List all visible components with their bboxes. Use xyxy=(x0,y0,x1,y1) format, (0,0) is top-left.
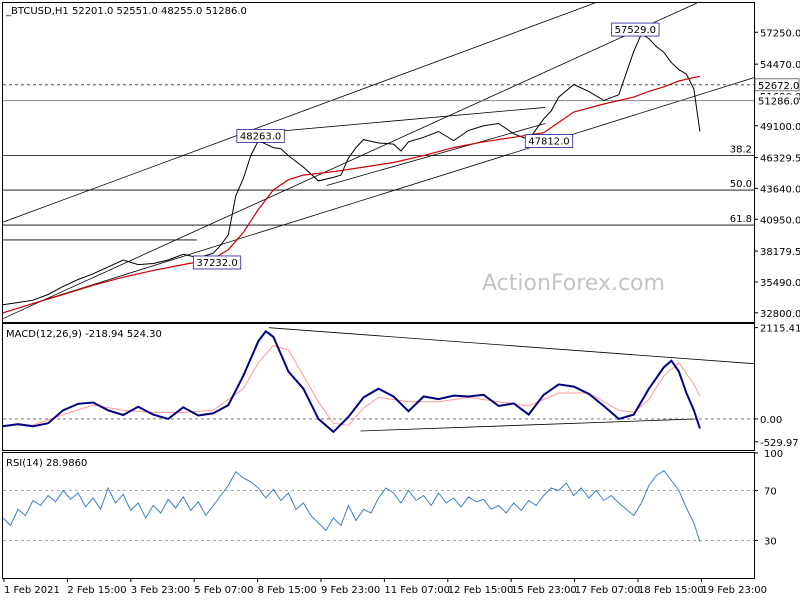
macd-line xyxy=(2,329,701,434)
price-trendlines xyxy=(2,2,755,319)
fib-level-label: 50.0 xyxy=(730,179,752,190)
macd-y-axis: 2115.41 0.00 -529.97 xyxy=(754,324,800,449)
x-tick-label: 17 Feb 07:00 xyxy=(575,585,641,596)
rsi-series xyxy=(2,469,701,542)
moving-average-line xyxy=(2,75,701,314)
x-tick-label: 11 Feb 07:00 xyxy=(384,585,450,596)
price-label-box xyxy=(755,94,799,107)
rsi-tick-label: 100 xyxy=(764,449,783,460)
x-tick-label: 8 Feb 15:00 xyxy=(258,585,317,596)
x-tick-label: 12 Feb 15:00 xyxy=(448,585,514,596)
y-tick-label: 38179.5 xyxy=(760,247,800,258)
y-tick-label: 43640.0 xyxy=(760,184,800,195)
fib-level-label: 38.2 xyxy=(730,145,752,156)
x-tick-label: 9 Feb 23:00 xyxy=(321,585,380,596)
x-tick-label: 19 Feb 23:00 xyxy=(701,585,767,596)
macd-trendlines xyxy=(3,327,755,432)
x-tick-label: 15 Feb 23:00 xyxy=(511,585,577,596)
macd-tick-label: -529.97 xyxy=(760,438,799,449)
rsi-reference-lines xyxy=(3,490,754,541)
y-tick-label: 49100.0 xyxy=(760,122,800,133)
rsi-tick-label: 30 xyxy=(764,537,777,548)
price-panel-frame xyxy=(2,2,755,323)
price-annotations: 57529.0 48263.0 47812.0 37232.0 xyxy=(192,22,660,270)
trendline xyxy=(268,107,546,133)
rsi-line xyxy=(2,469,701,542)
x-tick-label: 18 Feb 15:00 xyxy=(638,585,704,596)
price-annotation-label: 48263.0 xyxy=(240,131,281,142)
price-line xyxy=(2,33,701,306)
watermark: ActionForex.com xyxy=(482,271,665,296)
macd-panel-frame xyxy=(2,323,755,451)
price-label-box xyxy=(754,78,800,92)
price-series xyxy=(2,33,701,314)
price-annotation-box xyxy=(192,255,242,270)
macd-tick-label: 0.00 xyxy=(760,415,782,426)
macd-trendline xyxy=(268,327,755,365)
price-annotation-label: 37232.0 xyxy=(196,258,237,269)
price-annotation-box xyxy=(524,134,574,148)
rsi-panel-frame xyxy=(2,452,755,579)
macd-trendline xyxy=(360,418,697,432)
x-tick-label: 5 Feb 07:00 xyxy=(194,585,253,596)
x-tick-label: 2 Feb 15:00 xyxy=(67,585,126,596)
rsi-panel-title: RSI(14) 28.9860 xyxy=(6,458,87,469)
rsi-y-axis: 100 70 30 xyxy=(754,449,783,548)
price-annotation-box xyxy=(611,22,660,37)
fib-level-lines: 38.2 50.0 61.8 xyxy=(3,145,754,226)
price-panel-title: _BTCUSD,H1 52201.0 52551.0 48255.0 51286… xyxy=(5,6,247,17)
y-tick-label: 35490.0 xyxy=(760,278,800,289)
rsi-tick-label: 70 xyxy=(764,487,777,498)
macd-panel-title: MACD(12,26,9) -218.94 524.30 xyxy=(6,329,162,340)
price-label: 52672.0 xyxy=(758,81,799,92)
trendline xyxy=(2,2,595,223)
x-tick-label: 3 Feb 23:00 xyxy=(131,585,190,596)
trendline xyxy=(2,77,755,314)
y-tick-label: 54470.0 xyxy=(760,60,800,71)
macd-series xyxy=(2,329,701,434)
time-x-axis: 1 Feb 2021 2 Feb 15:00 3 Feb 23:00 5 Feb 07… xyxy=(3,578,767,596)
y-tick-label: 46329.5 xyxy=(760,154,800,165)
y-tick-label: 40950.0 xyxy=(760,215,800,226)
price-y-axis: 57250.054470.051690.049100.046329.543640… xyxy=(754,28,800,320)
macd-tick-label: 2115.41 xyxy=(760,324,800,335)
price-label: 51286.0 xyxy=(758,97,799,108)
y-tick-label: 57250.0 xyxy=(760,28,800,39)
y-tick-label: 32800.0 xyxy=(760,309,800,320)
trendline xyxy=(2,2,698,319)
fib-level-label: 61.8 xyxy=(730,214,752,225)
price-annotation-label: 47812.0 xyxy=(528,137,569,148)
price-annotation-label: 57529.0 xyxy=(615,25,656,36)
price-annotation-box xyxy=(236,128,285,143)
trendline xyxy=(326,123,546,186)
x-tick-label: 1 Feb 2021 xyxy=(4,585,60,596)
macd-signal-line xyxy=(2,345,701,426)
